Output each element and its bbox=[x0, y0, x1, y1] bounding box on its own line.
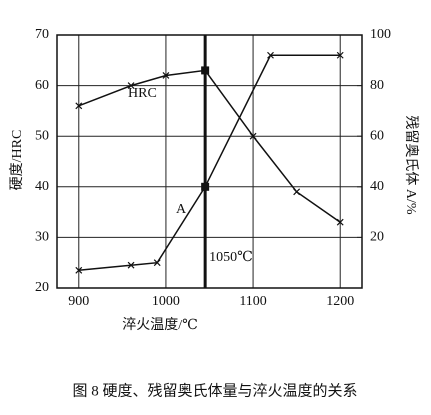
marker bbox=[267, 51, 274, 59]
series-label: HRC bbox=[128, 86, 157, 101]
y2-tick-label: 100 bbox=[370, 27, 391, 42]
series-label: A bbox=[176, 202, 187, 217]
y2-axis-label: 残留奥氏体 A/% bbox=[403, 115, 420, 214]
marker bbox=[127, 82, 135, 90]
y-tick-label: 50 bbox=[35, 128, 49, 143]
marker bbox=[75, 266, 83, 274]
marker bbox=[75, 102, 83, 110]
marker bbox=[336, 218, 344, 226]
y2-tick-label: 60 bbox=[370, 128, 384, 143]
marker bbox=[201, 66, 210, 75]
caption: 图 8 硬度、残留奥氏体量与淬火温度的关系 bbox=[72, 382, 357, 399]
y-tick-label: 70 bbox=[35, 27, 49, 42]
y-axis-label: 硬度/HRC bbox=[9, 130, 25, 191]
marker bbox=[249, 132, 257, 140]
x-tick-label: 1200 bbox=[326, 294, 354, 309]
series-line bbox=[78, 54, 341, 272]
y2-tick-label: 20 bbox=[370, 230, 384, 245]
x-tick-label: 1100 bbox=[239, 294, 266, 309]
series-line bbox=[78, 69, 341, 223]
y2-tick-label: 40 bbox=[370, 179, 384, 194]
x-tick-label: 1000 bbox=[152, 294, 180, 309]
marker bbox=[162, 72, 170, 79]
x-tick-label: 900 bbox=[68, 294, 89, 309]
y2-tick-label: 80 bbox=[370, 78, 384, 93]
x-axis-label: 淬火温度/℃ bbox=[122, 317, 198, 333]
y-tick-label: 40 bbox=[35, 179, 49, 194]
plot-frame bbox=[56, 34, 363, 289]
y-tick-label: 20 bbox=[35, 280, 49, 295]
reference-label: 1050℃ bbox=[209, 250, 253, 265]
y-tick-label: 60 bbox=[35, 78, 49, 93]
marker bbox=[201, 182, 210, 191]
marker bbox=[153, 259, 161, 267]
marker bbox=[336, 51, 344, 59]
marker bbox=[127, 261, 135, 269]
y-tick-label: 30 bbox=[35, 230, 49, 245]
marker bbox=[293, 188, 301, 196]
